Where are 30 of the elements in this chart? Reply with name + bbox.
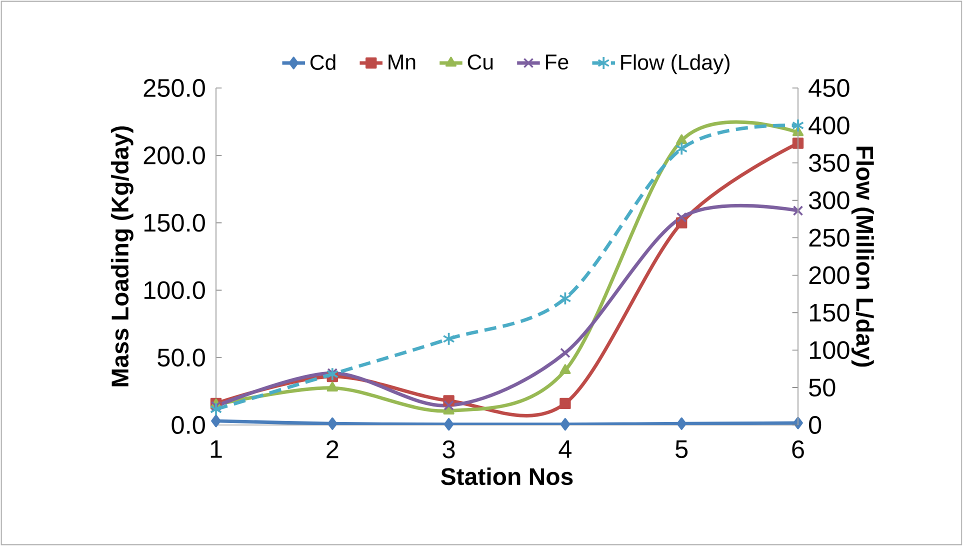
y-tick-label: 100.0	[144, 281, 205, 300]
x-tick-label: 6	[792, 440, 804, 458]
x-tick-label: 1	[210, 440, 222, 458]
y2-tick-label: 250	[809, 228, 850, 247]
legend-label: Cd	[310, 54, 336, 70]
x-tick-label: 3	[442, 440, 455, 458]
y-tick-label: 50.0	[158, 348, 205, 367]
legend-label: Fe	[546, 54, 568, 70]
y2-tick-label: 200	[809, 266, 850, 284]
x-axis-title: Station Nos	[441, 467, 573, 486]
y-tick-label: 150.0	[144, 214, 205, 232]
y-tick-label: 200.0	[144, 146, 205, 164]
legend-label: Mn	[388, 54, 416, 70]
y2-tick-label: 150	[810, 304, 850, 322]
y2-tick-label: 400	[808, 116, 850, 134]
y-tick-label: 0.0	[172, 416, 205, 434]
y-tick-label: 250.0	[144, 79, 205, 97]
legend-label: Flow (Lday)	[621, 54, 730, 74]
y2-tick-label: 100	[810, 341, 850, 360]
x-tick-label: 4	[558, 440, 572, 458]
y2-tick-label: 350	[809, 154, 850, 172]
y2-tick-label: 450	[808, 79, 850, 97]
y2-axis-title: Flow (Million L/day)	[851, 146, 874, 367]
y2-tick-label: 50	[809, 378, 836, 397]
y-axis-title: Mass Loading (Kg/day)	[110, 126, 134, 386]
legend-label: Cu	[468, 54, 493, 70]
y2-tick-label: 0	[809, 416, 822, 434]
x-tick-label: 5	[676, 440, 688, 458]
y2-tick-label: 300	[809, 191, 850, 210]
x-tick-label: 2	[326, 440, 338, 458]
